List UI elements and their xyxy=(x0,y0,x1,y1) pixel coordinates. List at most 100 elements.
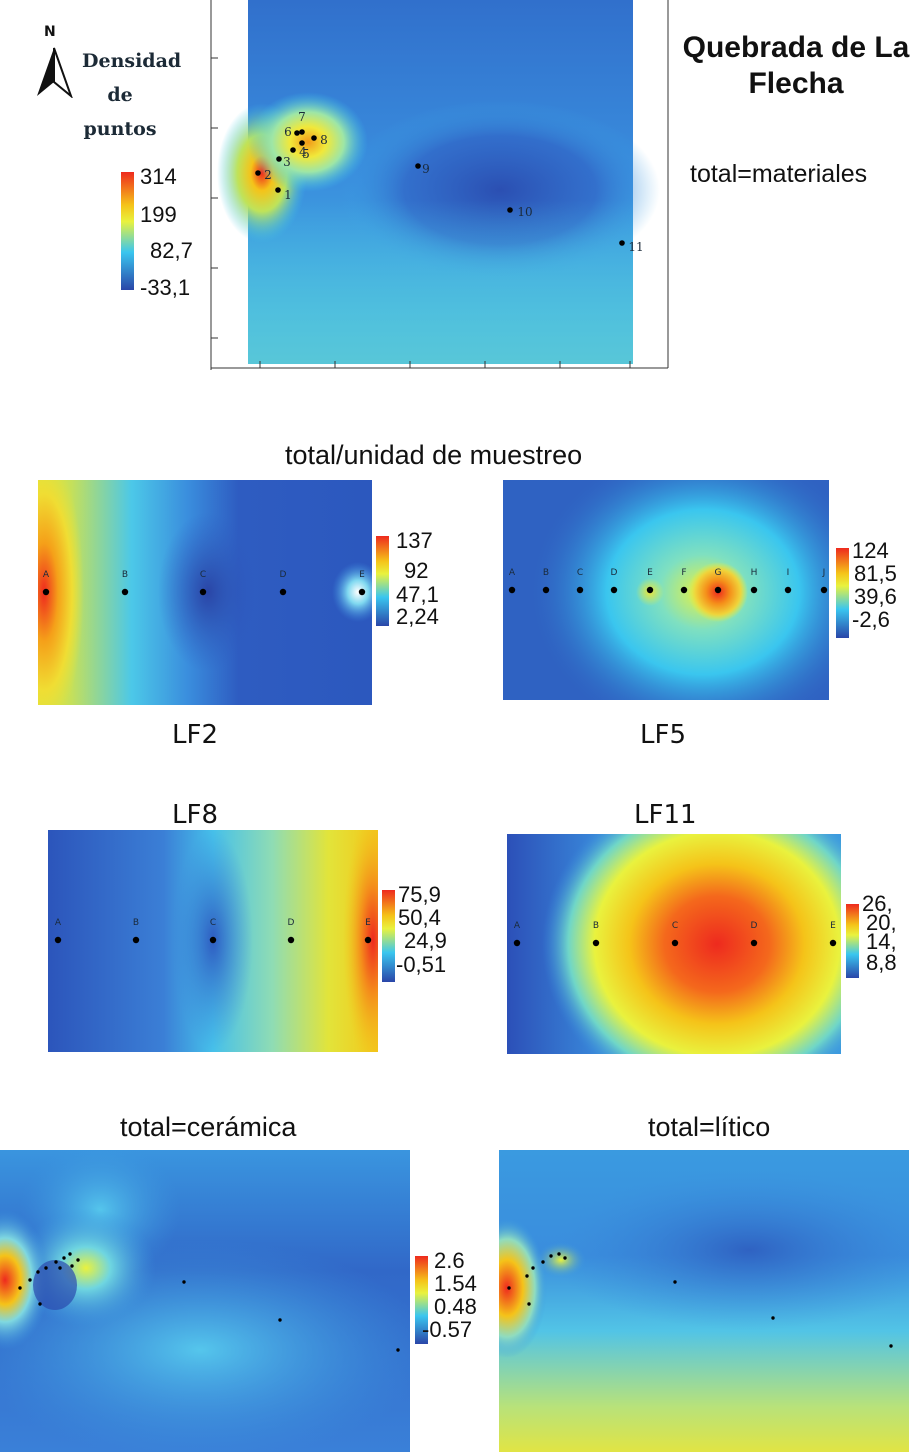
lf11-label: LF11 xyxy=(634,800,697,830)
lf2-colorbar xyxy=(376,536,389,626)
main-9-point xyxy=(415,163,421,169)
ceramica-4-point xyxy=(44,1266,48,1270)
ceramica-14-point xyxy=(396,1348,400,1352)
main-title: Quebrada de La Flecha xyxy=(682,31,910,100)
ceramica-10-point xyxy=(70,1264,74,1268)
litico-4-point xyxy=(541,1260,545,1264)
lf5-heatmap: A B C D E F G H I J xyxy=(503,480,829,700)
main-subtitle: total=materiales xyxy=(690,160,868,188)
lf5-A-label: A xyxy=(509,568,516,578)
ceramica-11-point xyxy=(38,1302,42,1306)
main-4-label: 4 xyxy=(299,145,307,159)
main-7-point xyxy=(299,129,305,135)
lf11-D-point xyxy=(750,939,758,947)
lf8-C-point xyxy=(209,936,217,944)
lf5-I-label: I xyxy=(787,568,790,578)
lf5-B-label: B xyxy=(543,568,549,578)
lf11-heatmap: A B C D E xyxy=(507,834,841,1054)
lf8-heatmap: A B C D E xyxy=(48,830,378,1052)
litico-8-point xyxy=(527,1302,531,1306)
lf11-C-point xyxy=(671,939,679,947)
lf5-G-point xyxy=(714,586,722,594)
main-4-point xyxy=(290,147,296,153)
ceramica-tick-1: 2.6 xyxy=(434,1248,465,1273)
litico-title: total=lítico xyxy=(648,1112,771,1142)
lf5-label: LF5 xyxy=(640,720,686,750)
main-10-label: 10 xyxy=(517,205,532,219)
main-5-point xyxy=(299,140,305,146)
ceramica-9-point xyxy=(58,1266,62,1270)
ceramica-1-point xyxy=(18,1286,22,1290)
lf5-H-label: H xyxy=(751,568,758,578)
lf2-tick-1: 137 xyxy=(396,528,433,553)
main-5-label: 5 xyxy=(302,147,310,161)
main-tick-3: 82,7 xyxy=(150,238,193,263)
lf2-A-label: A xyxy=(43,570,50,580)
ceramica-tick-4: -0.57 xyxy=(422,1317,473,1342)
ceramica-6-point xyxy=(62,1256,66,1260)
ceramica-colorbar xyxy=(415,1256,428,1344)
litico-9-point xyxy=(673,1280,677,1284)
litico-1-point xyxy=(507,1286,511,1290)
lf11-tick-3: 14, xyxy=(866,929,897,954)
litico-6-point xyxy=(557,1252,561,1256)
main-colorbar xyxy=(121,172,134,290)
main-heatmap: 1 2 3 4 5 6 7 8 9 10 11 xyxy=(210,0,670,374)
lf5-J-label: J xyxy=(822,568,826,578)
lf11-tick-2: 20, xyxy=(866,910,897,935)
lf8-D-label: D xyxy=(288,918,295,928)
ceramica-13-point xyxy=(278,1318,282,1322)
ceramica-5-point xyxy=(54,1260,58,1264)
lf5-tick-1: 124 xyxy=(852,538,889,563)
lf8-A-point xyxy=(54,936,62,944)
lf5-D-label: D xyxy=(611,568,618,578)
north-label: N xyxy=(44,24,56,40)
main-8-point xyxy=(311,135,317,141)
lf5-A-point xyxy=(508,586,516,594)
lf2-C-label: C xyxy=(200,570,206,580)
lf8-label: LF8 xyxy=(172,800,218,830)
lf8-B-label: B xyxy=(133,918,139,928)
lf2-tick-3: 47,1 xyxy=(396,582,439,607)
ceramica-8-point xyxy=(76,1258,80,1262)
main-10-point xyxy=(507,207,513,213)
lf5-tick-4: -2,6 xyxy=(852,607,890,632)
lf11-tick-1: 26, xyxy=(862,891,893,916)
lf8-E-point xyxy=(364,936,372,944)
lf2-heatmap: A B C D E xyxy=(38,480,372,705)
lf5-tick-2: 81,5 xyxy=(854,561,897,586)
main-tick-2: 199 xyxy=(140,202,177,227)
lf11-tick-4: 8,8 xyxy=(866,950,897,975)
litico-5-point xyxy=(549,1254,553,1258)
litico-2-point xyxy=(525,1274,529,1278)
main-2-label: 2 xyxy=(264,168,272,182)
ceramica-tick-3: 0.48 xyxy=(434,1294,477,1319)
lf5-C-point xyxy=(576,586,584,594)
main-11-point xyxy=(619,240,625,246)
lf11-B-point xyxy=(592,939,600,947)
main-1-point xyxy=(275,187,281,193)
lf5-colorbar xyxy=(836,548,849,638)
ceramica-2-point xyxy=(28,1278,32,1282)
lf8-E-label: E xyxy=(365,918,371,928)
main-7-label: 7 xyxy=(298,110,306,124)
lf2-E-label: E xyxy=(359,570,365,580)
ceramica-7-point xyxy=(68,1252,72,1256)
lf11-E-label: E xyxy=(830,921,836,931)
lf5-E-point xyxy=(646,586,654,594)
main-8-label: 8 xyxy=(320,133,328,147)
lf5-C-label: C xyxy=(577,568,583,578)
ceramica-heatmap xyxy=(0,1150,410,1452)
lf8-tick-1: 75,9 xyxy=(398,882,441,907)
lf5-J-point xyxy=(820,586,828,594)
lf8-colorbar xyxy=(382,890,395,982)
lf2-E-point xyxy=(358,588,366,596)
section-title: total/unidad de muestreo xyxy=(285,440,583,470)
lf2-tick-2: 92 xyxy=(404,558,429,583)
lf5-tick-3: 39,6 xyxy=(854,584,897,609)
lf8-tick-2: 50,4 xyxy=(398,905,441,930)
litico-10-point xyxy=(771,1316,775,1320)
main-6-point xyxy=(294,130,300,136)
lf8-B-point xyxy=(132,936,140,944)
north-arrow-icon xyxy=(34,28,74,103)
